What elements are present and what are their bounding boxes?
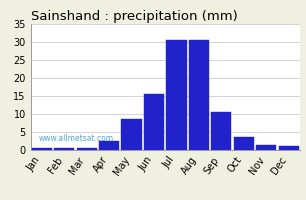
- Bar: [189, 40, 209, 150]
- Bar: [211, 112, 231, 150]
- Bar: [234, 137, 254, 150]
- Bar: [166, 40, 187, 150]
- Text: www.allmetsat.com: www.allmetsat.com: [39, 134, 114, 143]
- Bar: [32, 148, 52, 150]
- Bar: [54, 148, 74, 150]
- Bar: [76, 148, 97, 150]
- Bar: [256, 145, 276, 150]
- Bar: [144, 94, 164, 150]
- Bar: [278, 146, 299, 150]
- Bar: [99, 141, 119, 150]
- Bar: [121, 119, 142, 150]
- Text: Sainshand : precipitation (mm): Sainshand : precipitation (mm): [31, 10, 237, 23]
